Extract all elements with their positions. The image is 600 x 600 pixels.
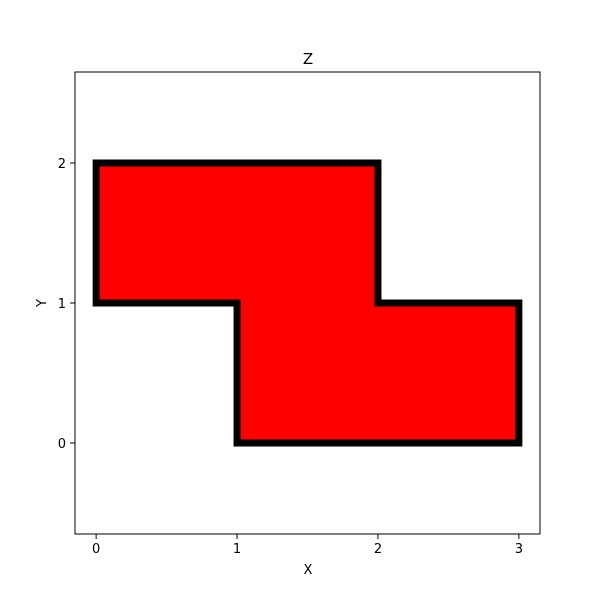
z-shape-polygon — [92, 159, 523, 447]
x-tick-label: 0 — [92, 542, 100, 557]
plot-area — [74, 71, 541, 535]
x-axis-label: X — [304, 563, 313, 578]
y-tick-label: 2 — [58, 157, 66, 172]
y-axis-ticks: 0 1 2 — [58, 157, 75, 452]
y-axis-label: Y — [35, 299, 50, 308]
x-tick-label: 3 — [515, 542, 523, 557]
x-tick-label: 1 — [233, 542, 241, 557]
chart-title: Z — [303, 50, 313, 68]
x-tick-label: 2 — [374, 542, 382, 557]
y-tick-label: 0 — [58, 437, 66, 452]
x-axis-ticks: 0 1 2 3 — [92, 534, 523, 557]
y-tick-label: 1 — [58, 297, 66, 312]
